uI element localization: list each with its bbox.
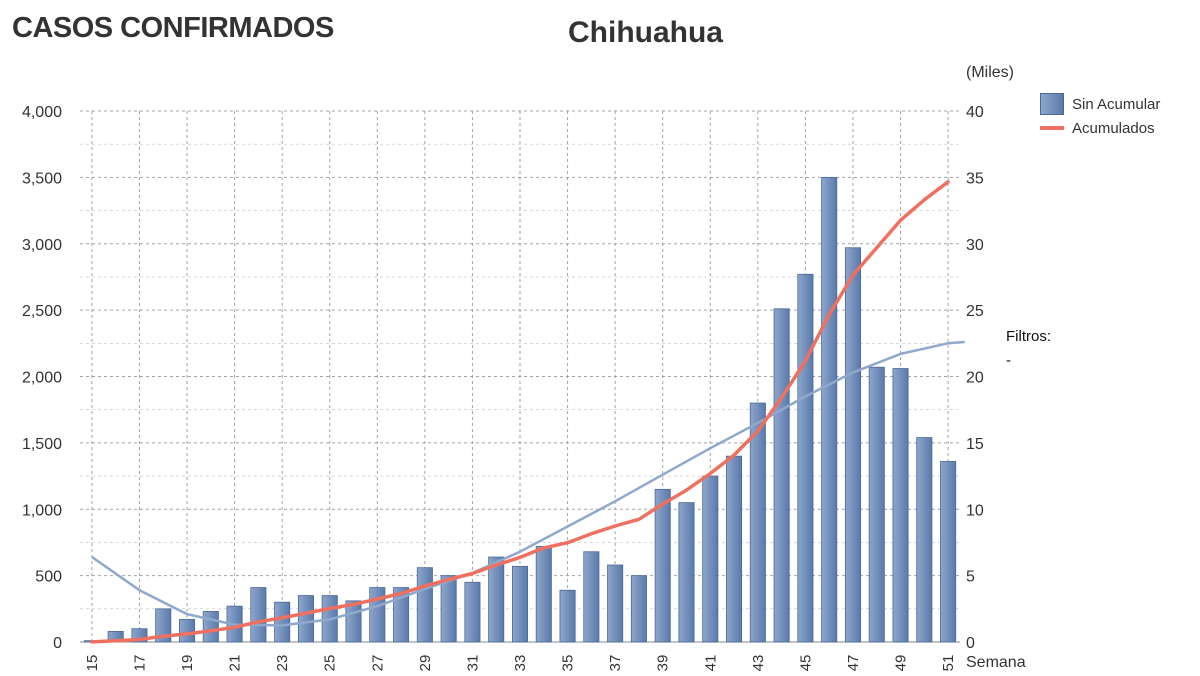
x-tick-label: 39 [655, 655, 672, 672]
bar [940, 461, 957, 643]
bar [321, 595, 338, 643]
x-tick-label: 45 [797, 655, 814, 672]
bar [630, 575, 647, 643]
bar [131, 628, 148, 643]
right-axis-label: (Miles) [966, 64, 1014, 81]
legend-item-line[interactable]: Acumulados [1040, 116, 1160, 140]
y-tick-label-left: 0 [53, 635, 62, 652]
bar [892, 368, 909, 643]
y-tick-label-right: 10 [966, 502, 984, 519]
trend-line [91, 340, 965, 627]
y-tick-label-left: 500 [35, 569, 62, 586]
y-tick-label-left: 3,500 [22, 170, 62, 187]
chart-subtitle: Chihuahua [568, 16, 723, 49]
bar [821, 176, 838, 643]
bar [726, 455, 743, 643]
bar [440, 575, 457, 643]
page-title: CASOS CONFIRMADOS [12, 12, 334, 44]
bar [202, 611, 219, 643]
y-tick-label-right: 15 [966, 436, 984, 453]
chart-legend: Sin Acumular Acumulados [1040, 92, 1160, 140]
bar [393, 587, 410, 643]
x-tick-label: 51 [940, 655, 957, 672]
bar [155, 608, 172, 643]
x-tick-label: 35 [560, 655, 577, 672]
y-tick-label-left: 2,000 [22, 370, 62, 387]
x-tick-label: 29 [417, 655, 434, 672]
legend-item-bars[interactable]: Sin Acumular [1040, 92, 1160, 116]
filters-value: - [1006, 352, 1011, 369]
y-tick-label-right: 30 [966, 237, 984, 254]
bar [797, 273, 814, 643]
y-tick-label-left: 1,500 [22, 436, 62, 453]
x-tick-label: 33 [512, 655, 529, 672]
bar [83, 640, 100, 643]
y-tick-label-right: 5 [966, 569, 975, 586]
bar [535, 546, 552, 643]
bar [844, 247, 861, 643]
x-tick-label: 23 [274, 655, 291, 672]
bar [583, 551, 600, 643]
accumulated-line [90, 180, 950, 644]
x-tick-label: 25 [322, 655, 339, 672]
line-swatch-icon [1040, 126, 1064, 130]
y-tick-label-right: 0 [966, 635, 975, 652]
legend-label-line: Acumulados [1072, 119, 1155, 137]
bar [749, 402, 766, 643]
x-tick-label: 21 [227, 655, 244, 672]
x-tick-label: 17 [131, 655, 148, 672]
bar [250, 587, 267, 643]
bar [678, 502, 695, 643]
x-tick-label: 15 [84, 655, 101, 672]
x-tick-label: 43 [750, 655, 767, 672]
bar [107, 630, 124, 643]
legend-label-bars: Sin Acumular [1072, 95, 1161, 113]
y-tick-label-left: 4,000 [22, 104, 62, 121]
x-tick-label: 41 [702, 655, 719, 672]
x-tick-label: 37 [607, 655, 624, 672]
bar [868, 366, 885, 643]
x-tick-label: 49 [893, 655, 910, 672]
y-tick-label-right: 40 [966, 104, 984, 121]
y-tick-label-right: 25 [966, 303, 984, 320]
bar [654, 488, 671, 643]
x-tick-label: 31 [464, 655, 481, 672]
bar [274, 601, 291, 643]
y-tick-label-left: 1,000 [22, 502, 62, 519]
y-tick-label-left: 2,500 [22, 303, 62, 320]
bar [369, 587, 386, 643]
bar [345, 600, 362, 643]
bar [488, 556, 505, 643]
y-tick-label-right: 20 [966, 370, 984, 387]
y-tick-label-right: 35 [966, 170, 984, 187]
bar [607, 564, 624, 643]
bar-swatch-icon [1040, 93, 1064, 115]
x-tick-label: 19 [179, 655, 196, 672]
bar [702, 475, 719, 643]
bar [297, 595, 314, 643]
bar [416, 567, 433, 643]
y-tick-label-left: 3,000 [22, 237, 62, 254]
bar [464, 581, 481, 643]
bar [179, 619, 196, 643]
filters-label: Filtros: [1006, 328, 1051, 345]
bar [226, 605, 243, 643]
x-axis-label: Semana [966, 654, 1026, 671]
bar [559, 589, 576, 643]
bar [916, 437, 933, 643]
bar [511, 565, 529, 643]
bar [773, 308, 790, 643]
x-tick-label: 27 [369, 655, 386, 672]
x-tick-label: 47 [845, 655, 862, 672]
